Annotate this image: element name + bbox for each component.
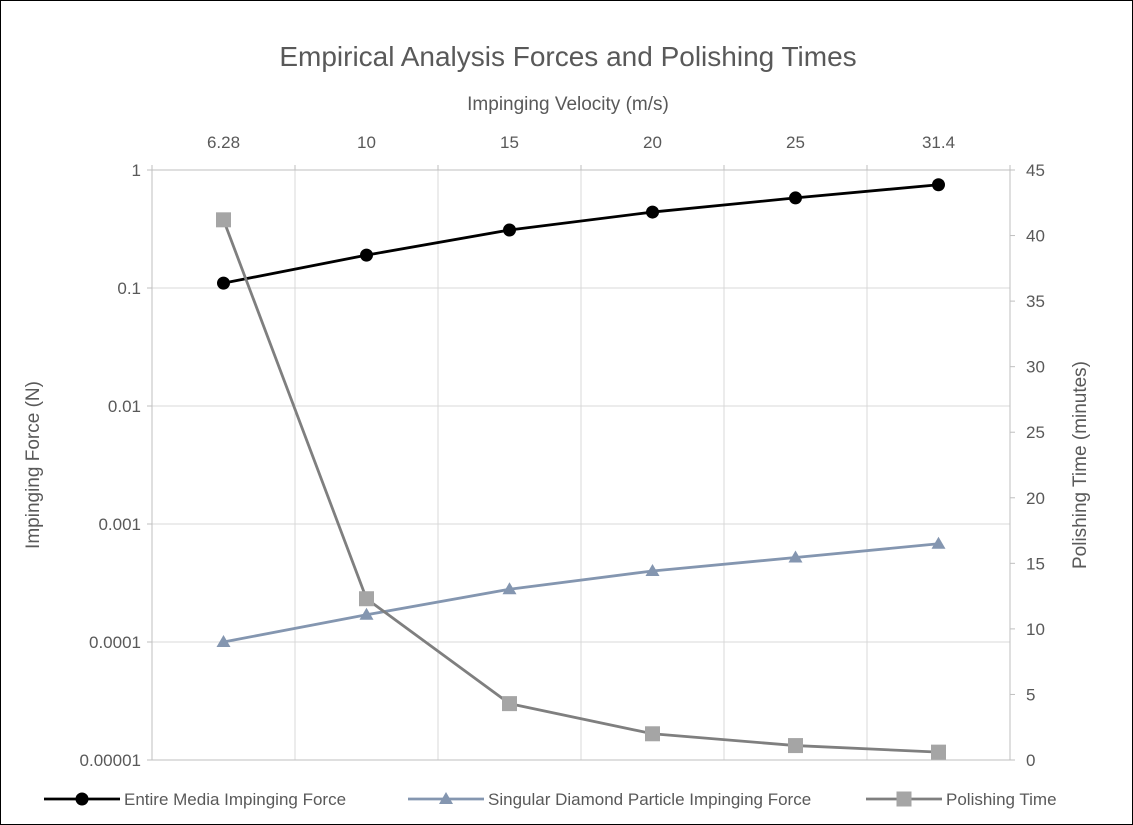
- y-right-tick-label: 15: [1026, 554, 1045, 573]
- legend-label: Singular Diamond Particle Impinging Forc…: [488, 790, 811, 809]
- x-tick-label: 20: [643, 133, 662, 152]
- data-point: [360, 248, 373, 262]
- y-right-tick-label: 25: [1026, 423, 1045, 442]
- y-right-tick-label: 45: [1026, 161, 1045, 180]
- y-right-tick-label: 30: [1026, 358, 1045, 377]
- y-right-tick-label: 35: [1026, 292, 1045, 311]
- series-layer: [216, 178, 946, 760]
- legend-item: Polishing Time: [866, 790, 1057, 809]
- data-point: [645, 726, 660, 742]
- data-point: [932, 178, 945, 192]
- legend-item: Entire Media Impinging Force: [44, 790, 346, 809]
- x-tick-label: 10: [357, 133, 376, 152]
- legend-marker: [75, 792, 89, 806]
- x-tick-label: 25: [786, 133, 805, 152]
- data-point: [216, 635, 231, 647]
- data-point: [645, 563, 660, 576]
- gridlines: [147, 165, 1015, 761]
- legend-marker: [896, 791, 912, 807]
- data-point: [502, 582, 517, 595]
- series-0: [217, 178, 945, 290]
- data-point: [931, 744, 946, 760]
- x-tick-label: 31.4: [922, 133, 955, 152]
- series-line: [222, 219, 939, 754]
- y-left-tick-label: 0.01: [108, 397, 141, 416]
- tick-labels: 6.28 10 15 20 25 31.4 1 0.1 0.01 0.001 0.0001 0.000…: [80, 133, 1045, 770]
- x-tick-label: 15: [500, 133, 519, 152]
- data-point: [503, 223, 516, 237]
- y-left-tick-label: 0.001: [98, 515, 141, 534]
- data-point: [646, 205, 659, 219]
- series-1: [216, 536, 946, 647]
- y-right-tick-label: 10: [1026, 620, 1045, 639]
- y-left-tick-label: 0.0001: [89, 633, 141, 652]
- y-left-tick-label: 0.00001: [80, 751, 141, 770]
- data-point: [788, 738, 803, 754]
- data-point: [216, 212, 231, 228]
- data-point: [217, 276, 230, 290]
- series-2: [216, 212, 946, 760]
- y-right-axis-title: Polishing Time (minutes): [1070, 361, 1091, 569]
- series-line: [223, 183, 939, 285]
- x-axis-title: Impinging Velocity (m/s): [467, 94, 669, 115]
- data-point: [931, 536, 946, 549]
- y-right-tick-label: 0: [1026, 751, 1035, 770]
- data-point: [789, 191, 802, 205]
- legend: Entire Media Impinging Force Singular Dia…: [44, 790, 1057, 809]
- chart-title: Empirical Analysis Forces and Polishing …: [279, 41, 856, 72]
- y-left-axis-title: Impinging Force (N): [23, 381, 44, 549]
- y-left-tick-label: 0.1: [117, 279, 141, 298]
- y-right-tick-label: 20: [1026, 489, 1045, 508]
- y-left-tick-label: 1: [132, 161, 141, 180]
- legend-label: Polishing Time: [946, 790, 1057, 809]
- legend-item: Singular Diamond Particle Impinging Forc…: [408, 790, 811, 809]
- data-point: [359, 591, 374, 607]
- x-tick-label: 6.28: [207, 133, 240, 152]
- data-point: [359, 607, 374, 620]
- data-point: [788, 550, 803, 563]
- data-point: [502, 696, 517, 712]
- series-line: [223, 542, 939, 644]
- legend-label: Entire Media Impinging Force: [124, 790, 346, 809]
- y-right-tick-label: 40: [1026, 227, 1045, 246]
- y-right-tick-label: 5: [1026, 685, 1035, 704]
- legend-marker: [439, 792, 453, 804]
